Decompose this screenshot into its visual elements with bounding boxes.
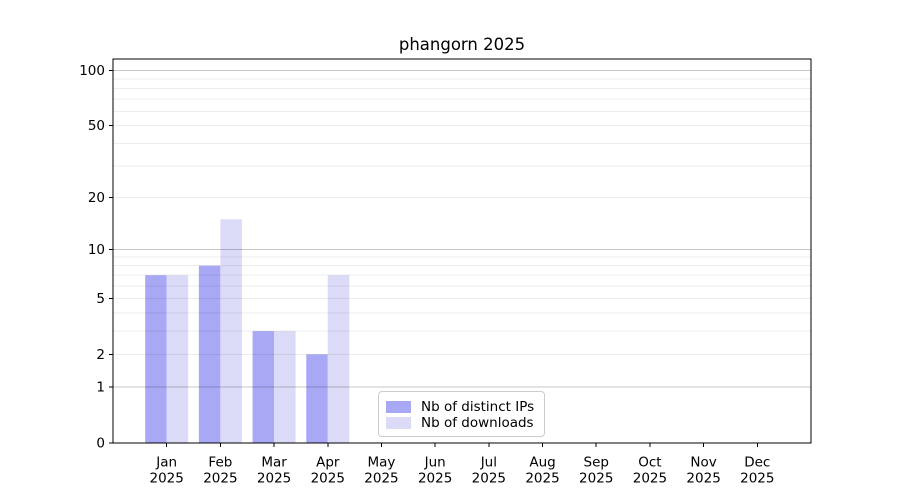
y-tick-label-50: 50 <box>88 118 105 134</box>
x-tick-label-year-jul: 2025 <box>472 471 506 487</box>
bar-nb-of-downloads-mar <box>274 331 296 443</box>
bar-nb-of-distinct-ips-jan <box>145 275 167 443</box>
bar-nb-of-distinct-ips-mar <box>252 331 275 443</box>
legend: Nb of distinct IPs Nb of downloads <box>378 391 545 437</box>
bar-nb-of-downloads-apr <box>327 275 350 443</box>
x-tick-label-year-aug: 2025 <box>525 471 559 487</box>
x-tick-label-year-jan: 2025 <box>150 471 184 487</box>
x-tick-label-year-may: 2025 <box>364 471 398 487</box>
bar-nb-of-distinct-ips-feb <box>198 265 221 443</box>
y-tick-label-100: 100 <box>79 63 105 79</box>
legend-item-downloads: Nb of downloads <box>386 415 536 431</box>
x-tick-label-month-jul: Jul <box>480 455 497 471</box>
chart-title: phangorn 2025 <box>398 35 526 54</box>
x-tick-label-month-oct: Oct <box>638 455 661 471</box>
legend-swatch-distinct-ips <box>386 401 411 413</box>
x-tick-label-month-mar: Mar <box>261 455 287 471</box>
y-tick-label-0: 0 <box>96 436 105 452</box>
x-tick-label-month-jun: Jun <box>424 455 446 471</box>
legend-swatch-downloads <box>386 417 411 429</box>
legend-item-distinct-ips: Nb of distinct IPs <box>386 399 536 415</box>
x-tick-label-year-mar: 2025 <box>257 471 291 487</box>
x-tick-label-year-jun: 2025 <box>418 471 452 487</box>
x-tick-label-month-nov: Nov <box>690 455 716 471</box>
x-tick-label-month-aug: Aug <box>529 455 555 471</box>
x-tick-label-year-nov: 2025 <box>686 471 720 487</box>
y-tick-label-20: 20 <box>88 190 105 206</box>
x-tick-label-month-jan: Jan <box>155 455 177 471</box>
legend-label-distinct-ips: Nb of distinct IPs <box>421 399 535 415</box>
y-tick-label-2: 2 <box>96 347 105 363</box>
bar-nb-of-downloads-feb <box>220 219 242 443</box>
x-tick-label-month-apr: Apr <box>316 455 340 471</box>
x-tick-label-year-apr: 2025 <box>311 471 345 487</box>
x-tick-label-month-may: May <box>368 455 396 471</box>
x-tick-label-year-feb: 2025 <box>203 471 237 487</box>
x-tick-label-month-feb: Feb <box>208 455 232 471</box>
x-tick-label-month-sep: Sep <box>584 455 609 471</box>
y-tick-label-10: 10 <box>88 242 105 258</box>
x-tick-label-year-dec: 2025 <box>740 471 774 487</box>
legend-label-downloads: Nb of downloads <box>421 415 534 431</box>
x-tick-label-year-sep: 2025 <box>579 471 613 487</box>
y-tick-label-5: 5 <box>96 291 105 307</box>
plot-border <box>112 58 812 444</box>
x-tick-label-month-dec: Dec <box>744 455 770 471</box>
y-tick-label-1: 1 <box>96 380 105 396</box>
bar-nb-of-distinct-ips-apr <box>306 354 328 443</box>
bar-nb-of-downloads-jan <box>166 275 189 443</box>
x-tick-label-year-oct: 2025 <box>633 471 667 487</box>
